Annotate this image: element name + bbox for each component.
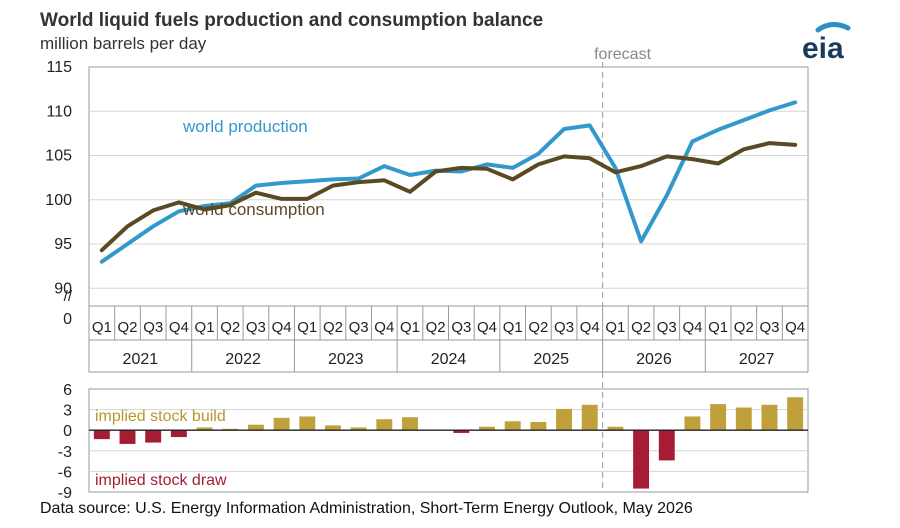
bar-y-tick-label: -6: [58, 464, 72, 481]
x-tick-quarter: Q3: [246, 319, 266, 336]
x-tick-quarter: Q1: [400, 319, 420, 336]
x-tick-quarter: Q1: [708, 319, 728, 336]
bar: [684, 416, 701, 431]
bar: [556, 408, 573, 431]
x-tick-quarter: Q2: [118, 319, 138, 336]
chart-subtitle: million barrels per day: [40, 34, 207, 53]
x-tick-quarter: Q4: [272, 319, 292, 336]
top-plot-frame: [88, 66, 809, 307]
bar: [170, 430, 187, 438]
logo-text: eia: [802, 32, 844, 64]
bar-plot-frame: [88, 388, 809, 493]
bar: [710, 404, 727, 431]
x-tick-quarter: Q2: [323, 319, 343, 336]
bar: [479, 426, 495, 431]
x-tick-quarter: Q3: [657, 319, 677, 336]
bar: [607, 426, 624, 431]
x-tick-quarter: Q3: [349, 319, 369, 336]
x-tick-year: 2025: [533, 351, 569, 368]
x-tick-quarter: Q4: [580, 319, 600, 336]
bar-y-tick-label: -3: [58, 444, 72, 461]
x-tick-quarter: Q1: [195, 319, 215, 336]
draw-label: implied stock draw: [95, 472, 227, 489]
x-tick-quarter: Q1: [503, 319, 523, 336]
x-tick-quarter: Q4: [682, 319, 702, 336]
bar: [530, 421, 547, 431]
x-tick-quarter: Q3: [554, 319, 574, 336]
series-line-consumption: [99, 141, 798, 253]
x-tick-quarter: Q2: [426, 319, 446, 336]
bar: [222, 428, 239, 431]
bar: [504, 421, 521, 431]
x-tick-quarter: Q1: [92, 319, 112, 336]
x-tick-year: 2026: [636, 351, 672, 368]
bar: [761, 404, 778, 431]
y-tick-label: 0: [63, 311, 72, 328]
x-tick-year: 2024: [431, 351, 467, 368]
y-tick-label: 95: [54, 236, 72, 253]
bar-y-tick-label: 0: [63, 423, 72, 440]
bar: [658, 430, 675, 461]
bar-y-tick-label: -9: [58, 485, 72, 502]
y-tick-label: 105: [45, 148, 72, 165]
bar: [145, 430, 162, 443]
chart-title: World liquid fuels production and consum…: [40, 10, 544, 31]
bar: [196, 427, 213, 431]
x-tick-quarter: Q1: [605, 319, 625, 336]
x-tick-year: 2021: [123, 351, 159, 368]
x-tick-quarter: Q1: [297, 319, 317, 336]
bar: [633, 430, 650, 489]
x-tick-quarter: Q2: [734, 319, 754, 336]
data-source: Data source: U.S. Energy Information Adm…: [40, 500, 693, 517]
bar: [402, 417, 418, 431]
axis-break-marker: //: [64, 288, 73, 305]
bar: [273, 417, 290, 431]
x-tick-quarter: Q3: [759, 319, 779, 336]
series-label-production: world production: [182, 117, 308, 136]
x-tick-quarter: Q2: [528, 319, 548, 336]
x-tick-quarter: Q3: [143, 319, 163, 336]
bar: [119, 430, 136, 444]
x-tick-quarter: Q4: [785, 319, 805, 336]
y-tick-label: 110: [46, 103, 72, 120]
bar: [324, 425, 341, 431]
y-tick-label: 100: [45, 192, 72, 209]
bar: [247, 424, 264, 431]
x-tick-quarter: Q4: [477, 319, 497, 336]
build-label: implied stock build: [95, 408, 226, 425]
series-label-consumption: world consumption: [182, 200, 325, 219]
x-tick-year: 2022: [225, 351, 261, 368]
bar: [453, 430, 470, 433]
x-tick-quarter: Q2: [631, 319, 651, 336]
y-tick-label: 115: [46, 59, 72, 76]
x-tick-year: 2023: [328, 351, 364, 368]
bar-y-tick-label: 6: [63, 382, 72, 399]
forecast-label: forecast: [594, 46, 651, 63]
x-tick-quarter: Q2: [220, 319, 240, 336]
bar: [299, 416, 316, 431]
y-tick-label: 90: [54, 280, 72, 297]
bar: [376, 419, 393, 431]
x-tick-quarter: Q4: [374, 319, 394, 336]
bar-y-tick-label: 3: [63, 403, 72, 420]
bar: [350, 427, 367, 431]
x-tick-year: 2027: [739, 351, 775, 368]
eia-logo: eia: [802, 22, 851, 64]
x-tick-quarter: Q3: [451, 319, 471, 336]
x-tick-quarter: Q4: [169, 319, 189, 336]
bar: [93, 430, 110, 440]
bar: [735, 407, 752, 431]
bar: [787, 397, 804, 431]
bar: [581, 404, 598, 431]
